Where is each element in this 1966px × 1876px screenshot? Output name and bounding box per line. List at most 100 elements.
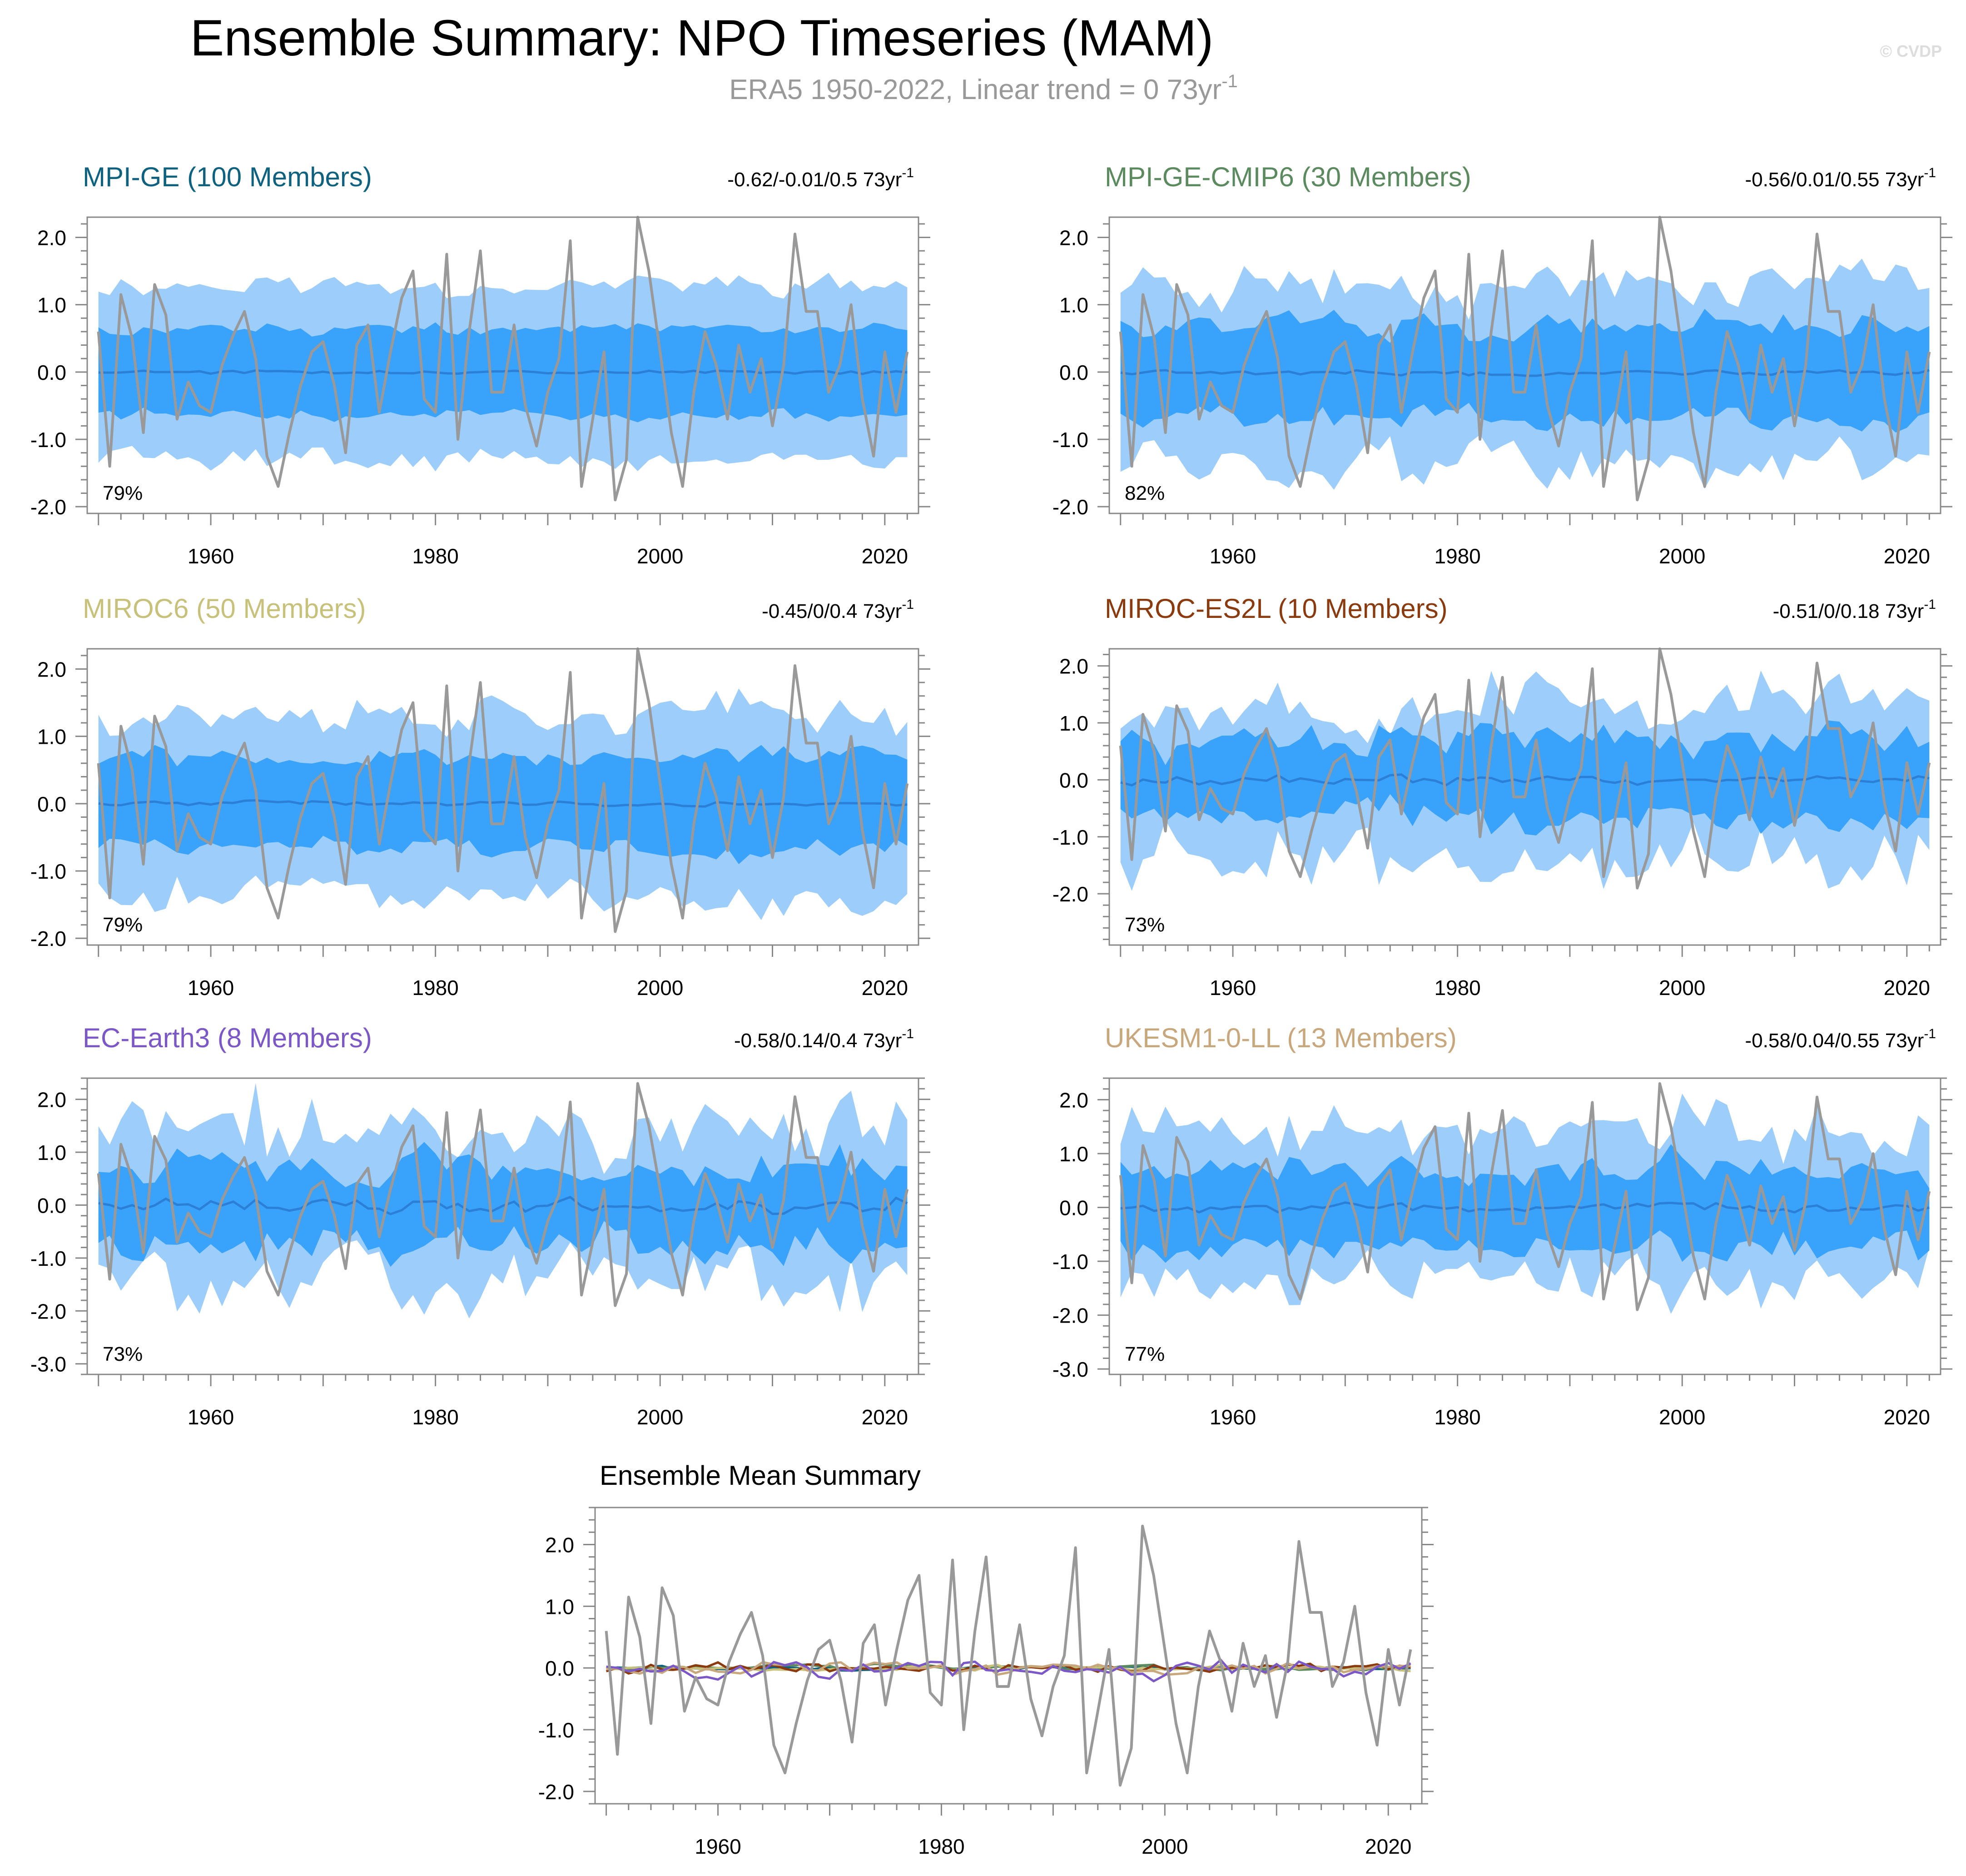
x-tick-label: 1980 <box>918 1835 964 1858</box>
y-tick-label: 0.0 <box>37 792 66 816</box>
y-tick-label: 1.0 <box>545 1595 574 1618</box>
x-tick-label: 2020 <box>862 1405 908 1429</box>
percent-label: 79% <box>103 914 143 936</box>
x-tick-label: 1960 <box>188 976 234 1000</box>
y-tick-label: -2.0 <box>1053 495 1088 519</box>
y-tick-label: 2.0 <box>1059 1088 1088 1112</box>
trend-label: -0.45/0/0.4 73yr-1 <box>762 597 914 622</box>
y-tick-label: 0.0 <box>1059 361 1088 384</box>
x-tick-label: 2020 <box>1884 1405 1930 1429</box>
x-tick-label: 2020 <box>1365 1835 1411 1858</box>
ensemble-mean-line <box>98 1195 908 1215</box>
y-tick-label: 0.0 <box>1059 768 1088 792</box>
y-tick-label: 2.0 <box>37 226 66 249</box>
chart-panel-3: MIROC6 (50 Members) -0.45/0/0.4 73yr-1 -2.… <box>30 593 930 1000</box>
y-tick-label: 1.0 <box>1059 712 1088 735</box>
y-tick-label: 0.0 <box>545 1657 574 1680</box>
cvdp-watermark: © CVDP <box>1880 42 1942 60</box>
panel-title: MPI-GE-CMIP6 (30 Members) <box>1105 162 1471 192</box>
ensemble-mean-line <box>1120 773 1930 786</box>
y-tick-label: -2.0 <box>538 1780 574 1804</box>
x-tick-label: 2000 <box>1659 544 1705 568</box>
figure-subtitle-superscript: -1 <box>1221 71 1238 91</box>
trend-label-superscript: -1 <box>902 1026 914 1041</box>
x-tick-label: 2020 <box>1884 544 1930 568</box>
chart-panel-4: MIROC-ES2L (10 Members) -0.51/0/0.18 73yr… <box>1053 593 1952 1000</box>
x-tick-label: 1960 <box>1210 976 1256 1000</box>
y-tick-label: -1.0 <box>1053 826 1088 849</box>
y-tick-label: 1.0 <box>37 1141 66 1164</box>
trend-label-superscript: -1 <box>1924 597 1936 612</box>
panel-title: MPI-GE (100 Members) <box>83 162 372 192</box>
inner-spread-band <box>1120 309 1930 433</box>
observations-line <box>605 1524 1412 1787</box>
y-tick-label: -3.0 <box>30 1353 66 1376</box>
panel-title: Ensemble Mean Summary <box>600 1460 921 1491</box>
y-tick-label: 1.0 <box>1059 1142 1088 1166</box>
x-tick-label: 2020 <box>862 976 908 1000</box>
x-tick-label: 2000 <box>1659 976 1705 1000</box>
y-tick-label: -1.0 <box>1053 428 1088 452</box>
x-tick-label: 1980 <box>1434 544 1480 568</box>
y-tick-label: -1.0 <box>30 860 66 883</box>
x-tick-label: 1960 <box>188 1405 234 1429</box>
trend-label: -0.56/0.01/0.55 73yr-1 <box>1745 165 1936 191</box>
x-tick-label: 1980 <box>412 544 458 568</box>
y-tick-label: 1.0 <box>37 294 66 317</box>
trend-label-superscript: -1 <box>1924 165 1936 180</box>
y-tick-label: -1.0 <box>1053 1250 1088 1274</box>
chart-panel-6: UKESM1-0-LL (13 Members) -0.58/0.04/0.55 … <box>1053 1023 1952 1429</box>
trend-label: -0.51/0/0.18 73yr-1 <box>1773 597 1936 622</box>
percent-label: 73% <box>103 1343 143 1365</box>
y-tick-label: 2.0 <box>37 657 66 681</box>
x-tick-label: 1980 <box>412 976 458 1000</box>
chart-panel-7: Ensemble Mean Summary -2.0 -1.0 0.0 1.0 2.0 19… <box>538 1460 1434 1858</box>
panel-title: UKESM1-0-LL (13 Members) <box>1105 1023 1457 1053</box>
y-tick-label: -1.0 <box>30 1247 66 1270</box>
y-tick-label: -2.0 <box>30 1299 66 1323</box>
trend-label-text: -0.56/0.01/0.55 73yr <box>1745 169 1924 191</box>
trend-label-superscript: -1 <box>1924 1026 1936 1041</box>
x-tick-label: 2000 <box>1142 1835 1188 1858</box>
panel-title: EC-Earth3 (8 Members) <box>83 1023 372 1053</box>
chart-panel-1: MPI-GE (100 Members) -0.62/-0.01/0.5 73yr… <box>30 162 930 568</box>
observations-line <box>1119 1082 1931 1311</box>
x-tick-label: 1960 <box>1210 1405 1256 1429</box>
figure-subtitle: ERA5 1950-2022, Linear trend = 0 73yr-1 <box>729 71 1238 105</box>
y-tick-label: -2.0 <box>1053 1304 1088 1328</box>
series-line-ukesm1-0-ll <box>606 1661 1411 1676</box>
chart-panel-5: EC-Earth3 (8 Members) -0.58/0.14/0.4 73yr… <box>30 1023 930 1429</box>
panel-title: MIROC-ES2L (10 Members) <box>1105 593 1448 624</box>
y-tick-label: 0.0 <box>37 1194 66 1217</box>
y-tick-label: 1.0 <box>37 725 66 749</box>
y-tick-label: -1.0 <box>30 428 66 452</box>
observations-line <box>97 1082 909 1307</box>
y-tick-label: 0.0 <box>37 361 66 384</box>
ensemble-mean-line <box>1120 369 1930 377</box>
percent-label: 77% <box>1125 1343 1165 1365</box>
y-tick-label: -2.0 <box>30 495 66 519</box>
ensemble-mean-line <box>1120 1201 1930 1214</box>
y-tick-label: 0.0 <box>1059 1196 1088 1220</box>
panel-title: MIROC6 (50 Members) <box>83 593 366 624</box>
y-tick-label: -2.0 <box>30 927 66 950</box>
trend-label-text: -0.62/-0.01/0.5 73yr <box>727 169 902 191</box>
percent-label: 82% <box>1125 482 1165 504</box>
y-tick-label: 2.0 <box>37 1088 66 1112</box>
x-tick-label: 2000 <box>637 1405 683 1429</box>
series-line-ec-earth3 <box>606 1658 1411 1683</box>
x-tick-label: 1980 <box>1434 1405 1480 1429</box>
x-tick-label: 2020 <box>1884 976 1930 1000</box>
trend-label: -0.58/0.04/0.55 73yr-1 <box>1745 1026 1936 1052</box>
x-tick-label: 2000 <box>637 976 683 1000</box>
trend-label-superscript: -1 <box>902 165 914 180</box>
trend-label-text: -0.45/0/0.4 73yr <box>762 600 902 622</box>
trend-label-superscript: -1 <box>902 597 914 612</box>
figure-title: Ensemble Summary: NPO Timeseries (MAM) <box>190 10 1214 66</box>
y-tick-label: 2.0 <box>1059 226 1088 249</box>
x-tick-label: 2000 <box>637 544 683 568</box>
y-tick-label: 1.0 <box>1059 294 1088 317</box>
x-tick-label: 2020 <box>862 544 908 568</box>
panels: MPI-GE (100 Members) -0.62/-0.01/0.5 73yr… <box>30 162 1952 1858</box>
y-tick-label: -2.0 <box>1053 882 1088 906</box>
